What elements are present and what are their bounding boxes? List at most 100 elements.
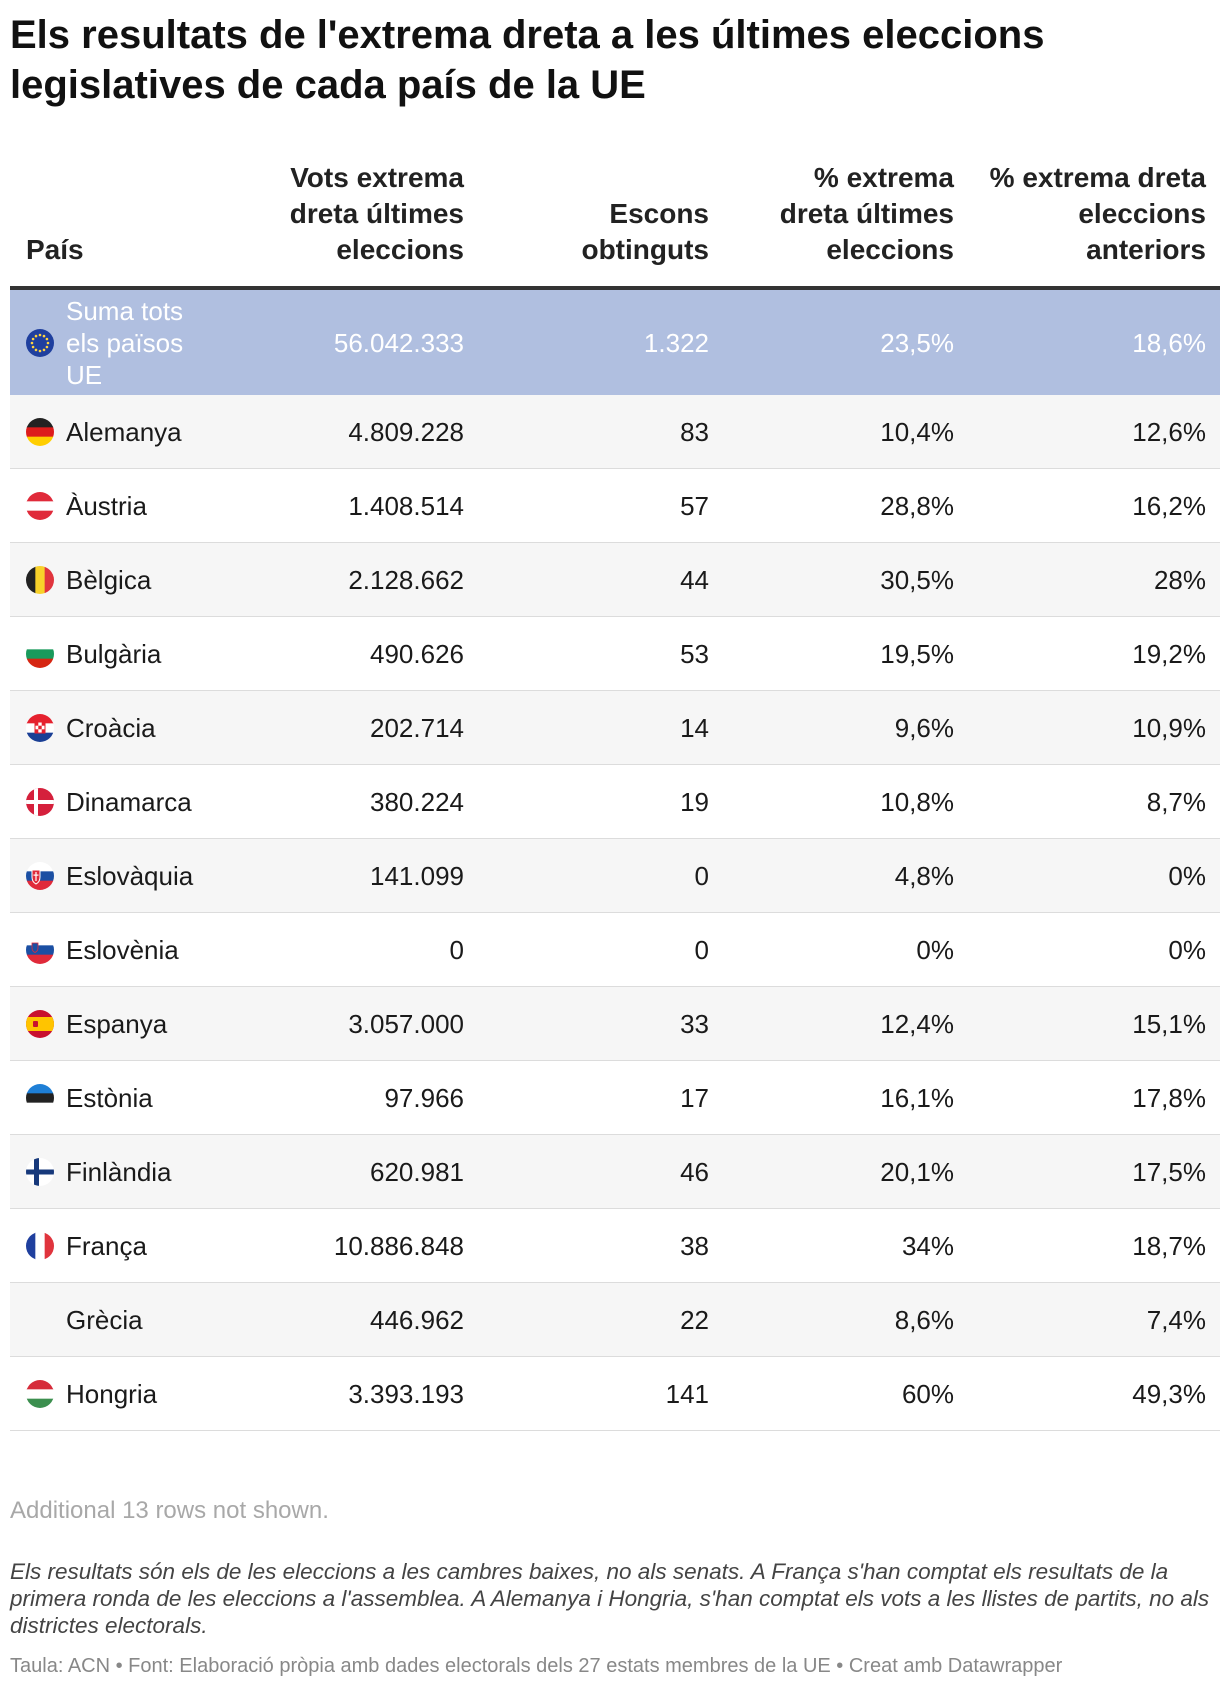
header-votes[interactable]: Vots extrema dreta últimes eleccions (230, 160, 480, 290)
cell-seats: 0 (480, 838, 725, 913)
more-rows-note[interactable]: Additional 13 rows not shown. (10, 1497, 329, 1524)
cell-country: França (10, 1208, 230, 1283)
table-row: Eslovènia 0 0 0% 0% (10, 912, 1220, 987)
country-name: Espanya (66, 1008, 168, 1039)
country-name: Eslovàquia (66, 860, 194, 891)
ee-flag-icon (26, 1083, 54, 1112)
header-country[interactable]: País (10, 160, 230, 290)
cell-seats: 1.322 (480, 288, 725, 395)
table-row-total: Suma tots els països UE 56.042.333 1.322 23… (10, 288, 1220, 395)
country-name: Grècia (66, 1304, 143, 1335)
cell-pct-prev: 15,1% (970, 986, 1220, 1061)
cell-pct-last: 8,6% (725, 1282, 970, 1357)
table-row: Hongria 3.393.193 141 60% 49,3% (10, 1356, 1220, 1431)
cell-seats: 33 (480, 986, 725, 1061)
cell-pct-last: 9,6% (725, 690, 970, 765)
cell-votes: 3.057.000 (230, 986, 480, 1061)
cell-pct-last: 12,4% (725, 986, 970, 1061)
table-row: Estònia 97.966 17 16,1% 17,8% (10, 1060, 1220, 1135)
cell-pct-last: 20,1% (725, 1134, 970, 1209)
bg-flag-icon (26, 639, 54, 668)
country-name: Eslovènia (66, 934, 179, 965)
table-row: Finlàndia 620.981 46 20,1% 17,5% (10, 1134, 1220, 1209)
cell-pct-last: 23,5% (725, 288, 970, 395)
header-pct-last[interactable]: % extrema dreta últimes eleccions (725, 160, 970, 290)
cell-pct-prev: 12,6% (970, 395, 1220, 469)
table-row: Grècia 446.962 22 8,6% 7,4% (10, 1282, 1220, 1357)
cell-pct-prev: 17,5% (970, 1134, 1220, 1209)
cell-pct-prev: 19,2% (970, 616, 1220, 691)
cell-country: Estònia (10, 1060, 230, 1135)
es-flag-icon (26, 1009, 54, 1038)
country-name: Croàcia (66, 712, 156, 743)
si-flag-icon (26, 935, 54, 964)
cell-country: Bulgària (10, 616, 230, 691)
at-flag-icon (26, 491, 54, 520)
cell-votes: 620.981 (230, 1134, 480, 1209)
cell-pct-prev: 16,2% (970, 468, 1220, 543)
country-name: Àustria (66, 490, 147, 521)
fr-flag-icon (26, 1231, 54, 1260)
hr-flag-icon (26, 713, 54, 742)
hu-flag-icon (26, 1379, 54, 1408)
cell-country: Eslovàquia (10, 838, 230, 913)
cell-votes: 490.626 (230, 616, 480, 691)
cell-pct-last: 28,8% (725, 468, 970, 543)
cell-seats: 53 (480, 616, 725, 691)
cell-seats: 17 (480, 1060, 725, 1135)
cell-seats: 141 (480, 1356, 725, 1431)
dk-flag-icon (26, 787, 54, 816)
cell-country: Croàcia (10, 690, 230, 765)
cell-votes: 141.099 (230, 838, 480, 913)
cell-seats: 44 (480, 542, 725, 617)
header-pct-prev[interactable]: % extrema dreta eleccions anteriors (970, 160, 1220, 290)
table-row: França 10.886.848 38 34% 18,7% (10, 1208, 1220, 1283)
cell-pct-prev: 49,3% (970, 1356, 1220, 1431)
cell-seats: 83 (480, 395, 725, 469)
cell-pct-prev: 28% (970, 542, 1220, 617)
cell-pct-prev: 10,9% (970, 690, 1220, 765)
cell-country: Grècia (10, 1282, 230, 1357)
cell-seats: 57 (480, 468, 725, 543)
table-row: Croàcia 202.714 14 9,6% 10,9% (10, 690, 1220, 765)
cell-pct-prev: 18,7% (970, 1208, 1220, 1283)
cell-pct-prev: 0% (970, 912, 1220, 987)
table-row: Eslovàquia 141.099 0 4,8% 0% (10, 838, 1220, 913)
cell-pct-prev: 0% (970, 838, 1220, 913)
country-name: Hongria (66, 1378, 158, 1409)
header-seats[interactable]: Escons obtinguts (480, 160, 725, 290)
cell-pct-last: 10,4% (725, 395, 970, 469)
cell-country: Eslovènia (10, 912, 230, 987)
table-row: Alemanya 4.809.228 83 10,4% 12,6% (10, 395, 1220, 469)
cell-pct-last: 60% (725, 1356, 970, 1431)
cell-votes: 10.886.848 (230, 1208, 480, 1283)
table-row: Espanya 3.057.000 33 12,4% 15,1% (10, 986, 1220, 1061)
cell-seats: 14 (480, 690, 725, 765)
cell-seats: 19 (480, 764, 725, 839)
cell-country: Finlàndia (10, 1134, 230, 1209)
cell-seats: 0 (480, 912, 725, 987)
table-row: Bèlgica 2.128.662 44 30,5% 28% (10, 542, 1220, 617)
flag-placeholder-icon (26, 1306, 54, 1334)
country-name: Bulgària (66, 638, 162, 669)
source-line: Taula: ACN • Font: Elaboració pròpia amb… (10, 1655, 1063, 1677)
fi-flag-icon (26, 1157, 54, 1186)
cell-pct-last: 4,8% (725, 838, 970, 913)
country-name: Bèlgica (66, 564, 152, 595)
cell-votes: 446.962 (230, 1282, 480, 1357)
cell-country: Suma tots els països UE (10, 288, 230, 395)
cell-pct-prev: 17,8% (970, 1060, 1220, 1135)
be-flag-icon (26, 565, 54, 594)
de-flag-icon (26, 417, 54, 446)
cell-seats: 38 (480, 1208, 725, 1283)
footnote: Els resultats són els de les eleccions a… (10, 1559, 1210, 1638)
table-row: Àustria 1.408.514 57 28,8% 16,2% (10, 468, 1220, 543)
cell-pct-last: 10,8% (725, 764, 970, 839)
cell-pct-prev: 18,6% (970, 288, 1220, 395)
cell-votes: 97.966 (230, 1060, 480, 1135)
cell-country: Espanya (10, 986, 230, 1061)
table-row: Bulgària 490.626 53 19,5% 19,2% (10, 616, 1220, 691)
cell-pct-last: 16,1% (725, 1060, 970, 1135)
cell-votes: 202.714 (230, 690, 480, 765)
cell-seats: 22 (480, 1282, 725, 1357)
